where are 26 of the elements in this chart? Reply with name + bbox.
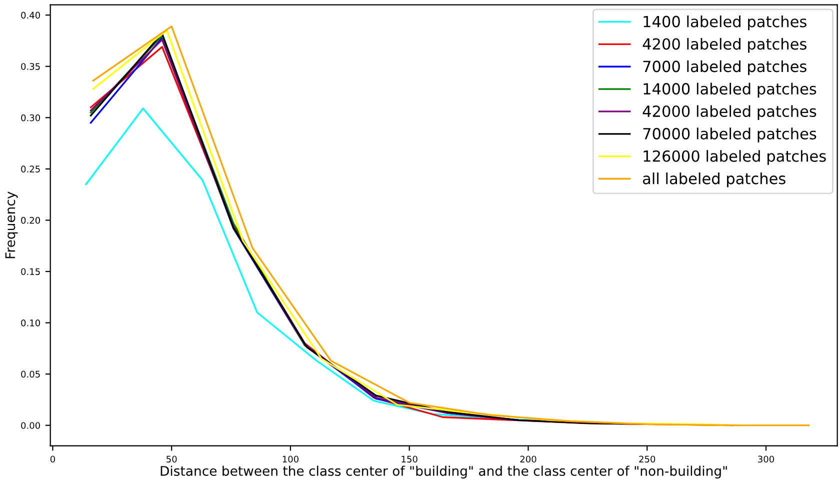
x-tick-label: 300 [758,456,774,463]
x-tick-label: 250 [639,456,656,463]
y-tick-label: 0.30 [21,114,40,122]
y-tick-label: 0.25 [21,166,40,172]
y-tick-label: 0.20 [21,216,40,224]
legend-label: all labeled patches [642,172,786,188]
legend-label: 7000 labeled patches [643,60,806,76]
y-tick-label: 0.15 [21,268,40,276]
legend-label: 4200 labeled patches [642,38,806,53]
x-axis-title: Distance between the class center of "building" and the class center of "non-building" [160,466,727,478]
y-tick-label: 0.00 [21,422,40,429]
y-tick-label: 0.05 [21,370,40,378]
y-tick-label: 0.10 [21,320,40,326]
y-axis-title: Frequency [5,192,18,258]
legend-label: 1400 labeled patches [644,16,806,30]
y-tick-label: 0.35 [21,63,40,70]
y-tick-label: 0.40 [21,12,40,19]
legend-label: 14000 labeled patches [644,82,816,98]
legend-label: 70000 labeled patches [643,128,816,142]
x-tick-label: 150 [402,456,418,463]
x-tick-label: 200 [520,456,536,463]
x-tick-label: 0 [50,456,55,463]
x-tick-label: 50 [166,456,177,463]
legend-label: 42000 labeled patches [642,105,816,120]
x-tick-label: 100 [282,456,298,463]
legend-label: 126000 labeled patches [644,150,826,165]
